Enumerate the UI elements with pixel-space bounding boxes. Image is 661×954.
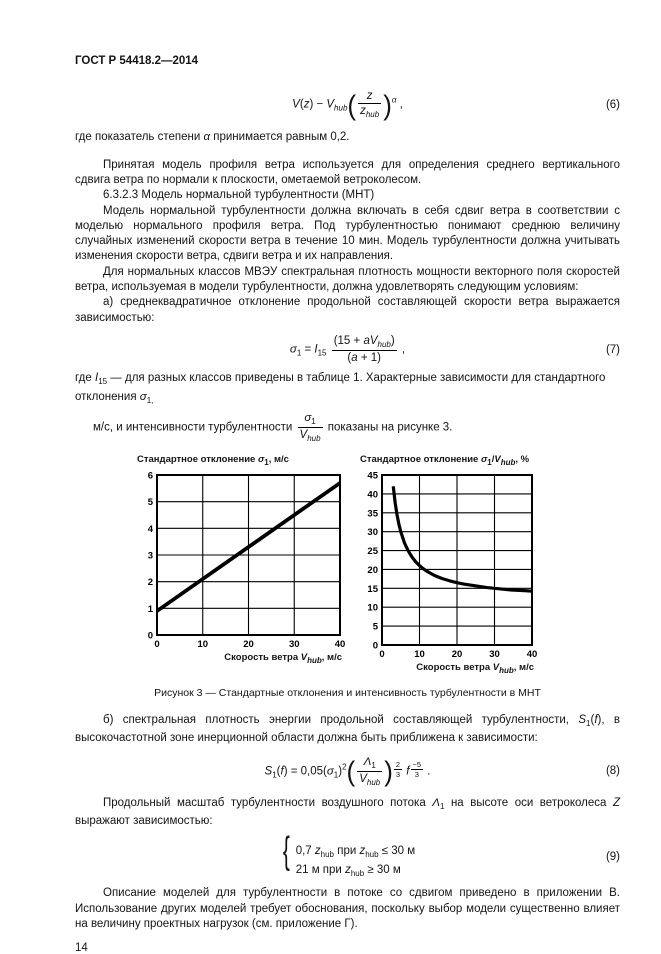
chart-std-deviation-title: Стандартное отклонение σ1, м/с	[137, 453, 289, 467]
svg-text:6: 6	[148, 470, 153, 481]
paragraph-item-b: б) спектральная плотность энергии продол…	[75, 713, 620, 745]
chart-std-deviation-plot: 0 1 2 3 4 5 6 0 10 20 30 40	[148, 470, 346, 650]
svg-text:0: 0	[148, 630, 153, 641]
page-header: ГОСТ Р 54418.2—2014	[75, 55, 199, 67]
svg-text:20: 20	[452, 649, 463, 660]
paragraph-normal-classes: Для нормальных классов МВЭУ спектральная…	[75, 265, 620, 294]
formula-6-body: V(z) − Vhub(z zhub)α ,	[292, 88, 403, 121]
paragraph-item-a: а) среднеквадратичное отклонение продоль…	[75, 296, 620, 324]
formula-9-number: (9)	[605, 850, 620, 863]
where-i15-line2: м/с, и интенсивности турбулентности σ1 Vh…	[93, 411, 453, 443]
svg-text:40: 40	[335, 639, 346, 650]
paragraph-wind-profile: Принятая модель профиля ветра использует…	[75, 158, 620, 186]
svg-text:4: 4	[148, 524, 154, 535]
formula-9-case2: 21 м при zhub ≥ 30 м	[295, 864, 401, 879]
paragraph-where-alpha: где показатель степени α принимается рав…	[75, 131, 350, 144]
svg-text:40: 40	[367, 489, 378, 500]
svg-text:10: 10	[197, 639, 208, 650]
formula-8: S1(f) = 0,05(σ1)2(Λ1 Vhub) 2 3 f −5 3 . (8)	[75, 755, 620, 788]
paragraph-where-i15: где I15 — для разных классов приведены в…	[75, 371, 620, 444]
formula-8-number: (8)	[605, 765, 620, 777]
paragraph-model-description: Описание моделей для турбулентности в по…	[75, 887, 620, 930]
svg-text:35: 35	[367, 508, 378, 519]
svg-text:20: 20	[367, 565, 378, 576]
left-brace: {	[282, 830, 290, 873]
svg-text:30: 30	[367, 527, 378, 538]
paragraph-ntm-model: Модель нормальной турбулентности должна …	[75, 204, 620, 263]
svg-text:5: 5	[373, 622, 379, 633]
svg-text:30: 30	[489, 649, 500, 660]
svg-text:0: 0	[373, 640, 378, 651]
svg-text:15: 15	[367, 584, 378, 595]
document-page: ГОСТ Р 54418.2—2014 V(z) − Vhub(z zhub)α …	[75, 55, 620, 954]
section-heading-6323: 6.3.2.3 Модель нормальной турбулентности…	[103, 189, 375, 202]
where-i15-line1: где I15 — для разных классов приведены в…	[75, 372, 606, 405]
svg-text:40: 40	[527, 649, 538, 660]
formula-9-body: { 0,7 zhub при zhub ≤ 30 м 21 м при zhub…	[280, 830, 416, 878]
svg-text:30: 30	[289, 639, 300, 650]
figure-3-caption: Рисунок 3 — Стандартные отклонения и инт…	[154, 686, 541, 699]
formula-7: σ1 = I15 (15 + aVhub) (a + 1) , (7)	[75, 334, 620, 365]
svg-text:5: 5	[148, 497, 154, 508]
svg-text:10: 10	[414, 649, 425, 660]
chart-turbulence-intensity: Стандартное отклонение σ1/Vhub, % 0 5 10 15…	[360, 454, 538, 675]
svg-text:10: 10	[367, 603, 378, 614]
svg-text:3: 3	[148, 550, 153, 561]
paragraph-turbulence-scale: Продольный масштаб турбулентности воздуш…	[75, 796, 620, 827]
chart-turbulence-intensity-plot: 0 5 10 15 20 25 30 35 40 45 0 10 20 30 40	[367, 470, 538, 660]
svg-text:45: 45	[367, 470, 378, 481]
svg-text:0: 0	[154, 639, 159, 650]
svg-text:25: 25	[367, 546, 378, 557]
formula-7-body: σ1 = I15 (15 + aVhub) (a + 1) ,	[289, 334, 406, 364]
page-number: 14	[75, 942, 88, 954]
formula-6-number: (6)	[605, 98, 620, 111]
formula-9-case1: 0,7 zhub при zhub ≤ 30 м	[295, 845, 416, 860]
chart-turbulence-intensity-title: Стандартное отклонение σ1/Vhub, %	[360, 453, 530, 467]
formula-7-number: (7)	[605, 343, 620, 356]
chart-turbulence-intensity-xlabel: Скорость ветра Vhub, м/с	[416, 661, 534, 675]
formula-9: { 0,7 zhub при zhub ≤ 30 м 21 м при zhub…	[75, 830, 620, 878]
svg-text:1: 1	[148, 604, 154, 615]
svg-text:2: 2	[148, 577, 153, 588]
formula-8-body: S1(f) = 0,05(σ1)2(Λ1 Vhub) 2 3 f −5 3 .	[264, 755, 431, 787]
chart-std-deviation: Стандартное отклонение σ1, м/с 0 1 2 3 4 5 6 0 1…	[137, 454, 346, 665]
chart-std-deviation-xlabel: Скорость ветра Vhub, м/с	[224, 651, 342, 665]
svg-text:20: 20	[243, 639, 254, 650]
formula-9-cases: 0,7 zhub при zhub ≤ 30 м 21 м при zhub ≥…	[296, 845, 415, 878]
formula-6: V(z) − Vhub(z zhub)α , (6)	[75, 89, 620, 120]
svg-text:0: 0	[379, 649, 384, 660]
